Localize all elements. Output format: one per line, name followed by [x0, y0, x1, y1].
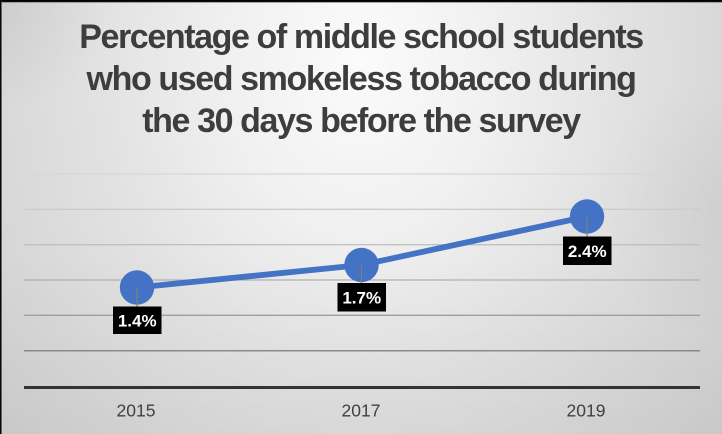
- svg-text:2017: 2017: [342, 401, 381, 421]
- svg-text:1.7%: 1.7%: [342, 289, 381, 308]
- svg-text:2.4%: 2.4%: [568, 242, 607, 261]
- svg-text:1.4%: 1.4%: [118, 312, 157, 331]
- svg-text:2019: 2019: [567, 401, 606, 421]
- svg-text:2015: 2015: [117, 401, 156, 421]
